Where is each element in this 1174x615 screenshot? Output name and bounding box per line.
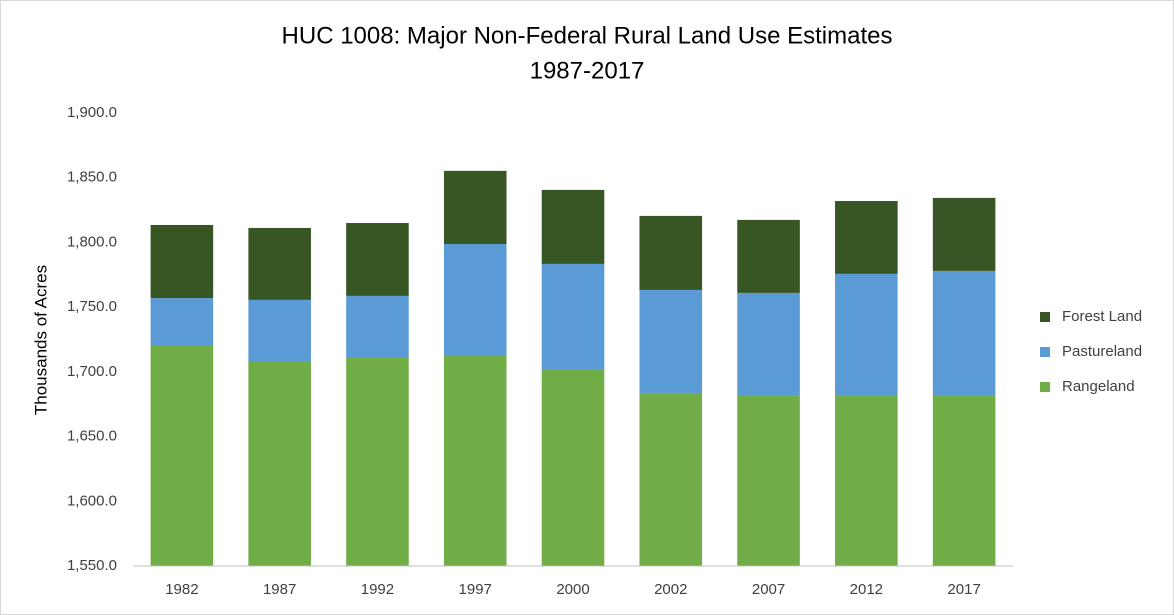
bar-segment [248, 227, 311, 300]
y-tick-label: 1,650.0 [67, 428, 117, 445]
x-tick-label: 1997 [459, 581, 492, 598]
legend-label: Forest Land [1062, 308, 1142, 325]
bar-segment [248, 362, 311, 566]
x-tick-label: 2000 [556, 581, 589, 598]
x-tick-label: 2007 [752, 581, 785, 598]
legend-label: Pastureland [1062, 343, 1142, 360]
legend-swatch [1040, 347, 1050, 357]
y-tick-label: 1,550.0 [67, 557, 117, 574]
bar-segment [639, 392, 703, 566]
bar-segment [932, 395, 996, 566]
x-tick-label: 2002 [654, 581, 687, 598]
y-tick-label: 1,600.0 [67, 492, 117, 509]
x-tick-label: 1992 [361, 581, 394, 598]
bar-segment [443, 243, 507, 356]
bar-segment [443, 355, 507, 566]
y-tick-label: 1,850.0 [67, 169, 117, 186]
bar-segment [150, 224, 214, 299]
x-tick-label: 2017 [947, 581, 980, 598]
bar-segment [639, 289, 703, 393]
y-tick-label: 1,750.0 [67, 298, 117, 315]
bar-segment [835, 273, 898, 396]
bar-segment [443, 170, 507, 244]
y-tick-label: 1,900.0 [67, 104, 117, 121]
bar-segment [737, 219, 800, 293]
chart-subtitle: 1987-2017 [530, 57, 645, 84]
legend-swatch [1040, 382, 1050, 392]
legend-label: Rangeland [1062, 378, 1135, 395]
bar-segment [248, 299, 311, 363]
bar-segment [541, 189, 605, 264]
bar-segment [639, 215, 703, 290]
x-tick-label: 1982 [165, 581, 198, 598]
bar-segment [835, 201, 898, 274]
x-tick-label: 1987 [263, 581, 296, 598]
bar-segment [541, 369, 605, 566]
bar-segment [737, 292, 800, 396]
y-tick-label: 1,700.0 [67, 363, 117, 380]
x-tick-label: 2012 [850, 581, 883, 598]
legend-swatch [1040, 312, 1050, 322]
bar-segment [346, 223, 409, 296]
chart-title: HUC 1008: Major Non-Federal Rural Land U… [282, 22, 893, 49]
bar-segment [541, 263, 605, 370]
bar-segment [737, 395, 800, 566]
bar-segment [150, 298, 214, 346]
bar-segment [835, 395, 898, 566]
bar-segment [150, 345, 214, 566]
bar-segment [932, 197, 996, 271]
y-axis-label: Thousands of Acres [31, 265, 50, 415]
bar-segment [346, 356, 409, 566]
y-tick-label: 1,800.0 [67, 233, 117, 250]
bar-segment [932, 270, 996, 396]
bar-segment [346, 295, 409, 357]
